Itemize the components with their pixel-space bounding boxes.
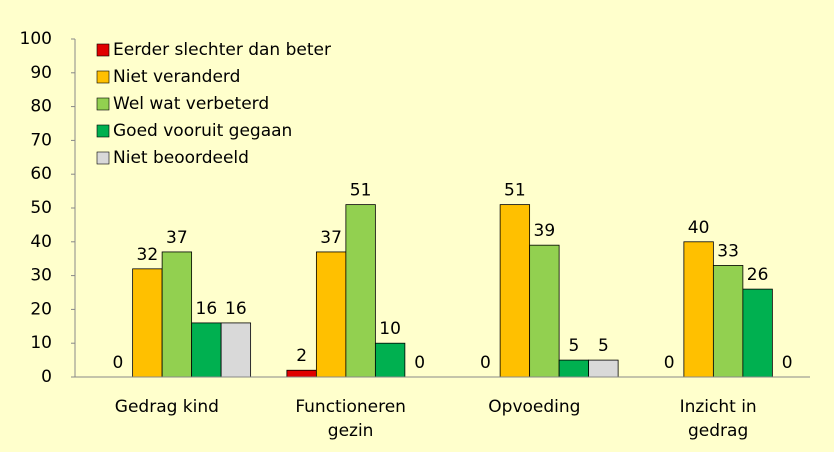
x-tick-label-box: Opvoeding <box>488 397 581 417</box>
legend-label: Eerder slechter dan beter <box>113 40 331 60</box>
y-tick-label: 20 <box>30 299 52 319</box>
x-tick-label: Functioneren gezin <box>295 397 406 441</box>
bar <box>191 322 222 378</box>
value-label: 39 <box>534 221 556 241</box>
legend-swatch <box>96 124 110 138</box>
value-label: 0 <box>414 353 425 373</box>
legend-swatch <box>96 151 110 165</box>
x-tick-label: Gedrag kind <box>114 397 219 417</box>
value-label: 51 <box>350 181 372 201</box>
value-label: 5 <box>598 336 609 356</box>
bar <box>345 204 376 378</box>
value-label: 16 <box>225 299 247 319</box>
bar <box>683 241 714 378</box>
value-label: 10 <box>379 319 401 339</box>
legend-swatch <box>96 97 110 111</box>
x-tick-label: Inzicht in gedrag <box>679 397 757 441</box>
legend-swatch <box>96 43 110 57</box>
bar <box>220 322 252 378</box>
bar <box>529 244 560 378</box>
y-tick-label: 70 <box>30 130 52 150</box>
y-tick-label: 50 <box>30 198 52 218</box>
legend-label: Goed vooruit gegaan <box>113 121 292 141</box>
bar <box>315 251 347 378</box>
y-tick-label: 0 <box>41 367 52 387</box>
value-label: 0 <box>112 353 123 373</box>
bar <box>161 251 193 378</box>
value-label: 37 <box>320 228 342 248</box>
y-tick-label: 30 <box>30 266 52 286</box>
value-label: 2 <box>296 346 307 366</box>
value-label: 0 <box>664 353 675 373</box>
x-tick-label-box: Inzicht in gedrag <box>679 397 757 441</box>
value-label: 16 <box>196 299 218 319</box>
bar <box>499 204 531 378</box>
value-label: 5 <box>568 336 579 356</box>
bar <box>588 359 619 378</box>
value-label: 40 <box>688 218 710 238</box>
y-tick-label: 40 <box>30 232 52 252</box>
bar <box>742 288 773 378</box>
value-label: 0 <box>782 353 793 373</box>
value-label: 32 <box>137 245 159 265</box>
legend-swatch <box>96 70 110 84</box>
value-label: 33 <box>717 241 739 261</box>
legend-label: Niet beoordeeld <box>113 148 249 168</box>
y-tick-label: 60 <box>30 164 52 184</box>
value-label: 26 <box>747 265 769 285</box>
y-tick-label: 90 <box>30 63 52 83</box>
bar <box>558 359 590 378</box>
legend-label: Niet veranderd <box>113 67 240 87</box>
bar <box>286 369 317 378</box>
legend-label: Wel wat verbeterd <box>113 94 269 114</box>
bar <box>132 268 163 378</box>
x-tick-label: Opvoeding <box>488 397 581 417</box>
value-label: 37 <box>166 228 188 248</box>
x-tick-label-box: Functioneren gezin <box>295 397 406 441</box>
x-tick-label-box: Gedrag kind <box>114 397 219 417</box>
bar <box>712 265 744 378</box>
value-label: 0 <box>480 353 491 373</box>
bar <box>374 342 406 378</box>
value-label: 51 <box>504 181 526 201</box>
y-tick-label: 80 <box>30 97 52 117</box>
y-tick-label: 100 <box>20 29 52 49</box>
y-tick-label: 10 <box>30 333 52 353</box>
